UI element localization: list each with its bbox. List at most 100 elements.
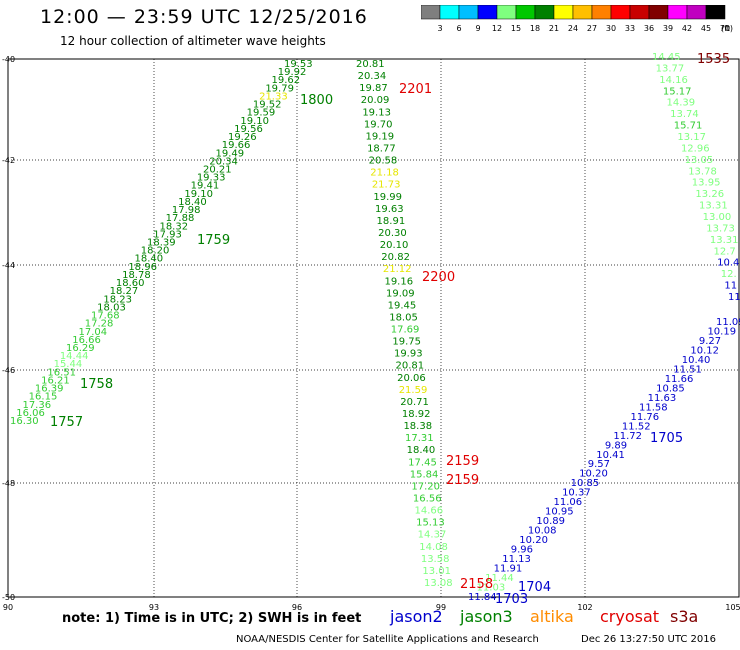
wave-height-value: 19.10 [184, 189, 213, 200]
lon-label: 99 [436, 603, 446, 612]
credit-line: NOAA/NESDIS Center for Satellite Applica… [236, 634, 539, 645]
wave-height-value: 19.79 [265, 83, 294, 94]
wave-height-value: 16.51 [47, 367, 76, 378]
wave-height-value: 21.59 [399, 385, 428, 396]
wave-height-value: 18.40 [135, 254, 164, 265]
wave-height-value: 11.76 [630, 412, 659, 423]
wave-height-value: 11.84 [468, 592, 497, 603]
wave-height-value: 19.92 [278, 67, 307, 78]
wave-height-value: 19.56 [234, 124, 263, 135]
wave-height-value: 10.40 [682, 355, 711, 366]
wave-height-value: 17.20 [411, 481, 440, 492]
wave-height-value: 20.30 [378, 228, 407, 239]
wave-height-value: 11.91 [494, 564, 523, 575]
wave-height-value: 9.57 [588, 459, 610, 470]
wave-height-value: 15.13 [416, 518, 445, 529]
wave-height-value: 18.39 [147, 238, 176, 249]
wave-height-value: 18.05 [389, 312, 418, 323]
scale-label: 21 [549, 24, 559, 33]
scale-label: 27 [587, 24, 597, 33]
scale-label: 39 [663, 24, 673, 33]
wave-height-value: 10.85 [571, 478, 600, 489]
wave-height-value: 12. [721, 269, 737, 280]
wave-height-value: 14.45 [652, 52, 681, 63]
wave-height-value: 9.96 [511, 545, 533, 556]
timestamp: Dec 26 13:27:50 UTC 2016 [581, 634, 716, 645]
wave-height-value: 14.16 [659, 75, 688, 86]
wave-height-value: 17.45 [408, 457, 437, 468]
wave-height-value: 21.33 [259, 91, 288, 102]
wave-height-value: 13.73 [706, 223, 735, 234]
wave-height-value: 18.77 [367, 143, 396, 154]
track-time-label: 2159 [446, 454, 479, 469]
footer-note: note: 1) Time is in UTC; 2) SWH is in fe… [62, 611, 362, 626]
wave-height-value: 10.08 [528, 526, 557, 537]
wave-height-value: 19.59 [247, 108, 276, 119]
wave-height-value: 13.58 [421, 554, 450, 565]
track-time-label: 2158 [460, 577, 493, 592]
wave-height-value: 21.73 [372, 180, 401, 191]
track-time-label: 1759 [197, 233, 230, 248]
wave-height-value: 11.03 [477, 583, 506, 594]
wave-height-value: 19.16 [384, 276, 413, 287]
wave-height-value: 20.81 [356, 59, 385, 70]
track-time-label: 1800 [300, 93, 333, 108]
wave-height-value: 18.91 [377, 216, 406, 227]
scale-unit: (ft) [721, 24, 733, 33]
wave-height-value: 13.26 [695, 189, 724, 200]
lon-label: 102 [577, 603, 592, 612]
scale-label: 42 [682, 24, 692, 33]
wave-height-value: 15.71 [674, 121, 703, 132]
wave-height-value: 18.60 [116, 278, 145, 289]
track-time-label: 1704 [518, 580, 551, 595]
wave-height-value: 13.08 [424, 578, 453, 589]
wave-height-value: 10.85 [656, 383, 685, 394]
wave-height-value: 13.74 [670, 109, 699, 120]
wave-height-value: 18.20 [141, 246, 170, 257]
track-time-label: 1535 [697, 52, 730, 67]
wave-height-value: 20.34 [209, 156, 238, 167]
wave-height-value: 20.09 [361, 95, 390, 106]
wave-height-value: 18.23 [103, 294, 132, 305]
wave-height-value: 18.96 [128, 262, 157, 273]
wave-height-value: 9.27 [699, 336, 721, 347]
wave-height-value: 17.36 [22, 400, 51, 411]
wave-height-value: 21.12 [383, 264, 412, 275]
wave-height-value: 20.82 [381, 252, 410, 263]
lon-label: 96 [292, 603, 302, 612]
wave-height-value: 19.10 [240, 116, 269, 127]
scale-label: 9 [475, 24, 480, 33]
lat-label: -42 [2, 156, 15, 165]
wave-height-value: 10.4 [717, 258, 739, 269]
wave-height-value: 20.21 [203, 164, 232, 175]
wave-height-value: 13.77 [656, 63, 685, 74]
wave-height-value: 19.49 [216, 148, 245, 159]
wave-height-value: 10.20 [579, 469, 608, 480]
wave-height-value: 17.98 [172, 205, 201, 216]
track-time-label: 2200 [422, 270, 455, 285]
map-frame [7, 58, 740, 598]
wave-height-value: 19.52 [253, 100, 282, 111]
wave-height-value: 16.39 [35, 384, 64, 395]
wave-height-value: 12.96 [681, 143, 710, 154]
wave-height-value: 17.31 [405, 433, 434, 444]
wave-height-value: 14.08 [419, 542, 448, 553]
wave-height-value: 15.17 [663, 86, 692, 97]
wave-height-value: 13.78 [688, 166, 717, 177]
wave-height-value: 19.09 [386, 288, 415, 299]
scale-label: 6 [456, 24, 461, 33]
wave-height-value: 19.93 [394, 349, 423, 360]
wave-height-value: 16.29 [66, 343, 95, 354]
wave-height-value: 20.58 [369, 156, 398, 167]
color-scale: 3 6 9 12 15 18 21 24 27 30 33 36 39 42 45 70(ft) [421, 5, 733, 33]
wave-height-value: 20.34 [358, 71, 387, 82]
wave-height-value: 10.89 [536, 516, 565, 527]
wave-height-value: 11 [724, 281, 737, 292]
wave-height-value: 19.13 [362, 107, 391, 118]
wave-height-value: 11.66 [665, 374, 694, 385]
wave-height-value: 19.63 [375, 204, 404, 215]
wave-height-value: 19.33 [197, 173, 226, 184]
wave-height-value: 11. [728, 292, 740, 303]
wave-height-value: 11.52 [622, 421, 651, 432]
lat-label: -50 [2, 593, 15, 602]
